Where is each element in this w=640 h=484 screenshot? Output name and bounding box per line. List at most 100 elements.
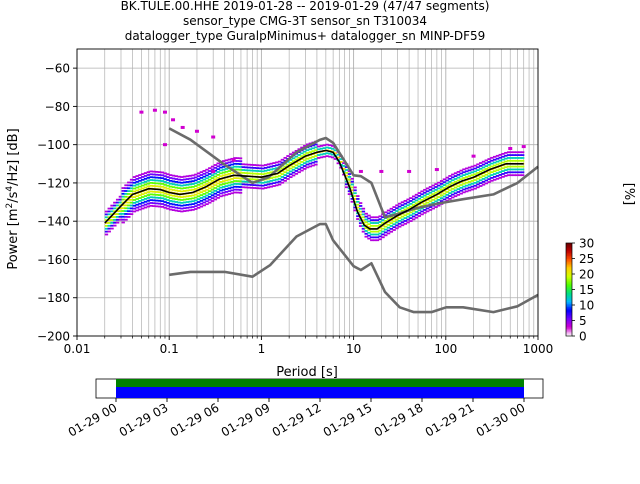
pdf-cell (171, 206, 176, 209)
pdf-cell (249, 163, 254, 166)
pdf-cell (361, 224, 366, 227)
pdf-cell (395, 218, 399, 221)
pdf-cell (487, 161, 491, 163)
pdf-cell (191, 174, 195, 177)
pdf-cell (118, 201, 123, 204)
pdf-cell (311, 164, 315, 167)
pdf-cell (305, 157, 310, 160)
pdf-cell (386, 226, 391, 229)
pdf-cell (121, 198, 125, 201)
pdf-cell (146, 194, 151, 196)
pdf-cell (395, 224, 399, 227)
pdf-cell (143, 195, 148, 197)
pdf-cell (227, 187, 232, 190)
pdf-cell (132, 196, 137, 199)
pdf-cell (227, 170, 232, 172)
pdf-cell (367, 229, 371, 231)
colorbar-segment (566, 264, 572, 267)
pdf-cell (314, 146, 318, 149)
pdf-cell (110, 207, 114, 210)
pdf-cell (213, 172, 218, 175)
pdf-cell (431, 190, 435, 193)
pdf-cell (199, 182, 204, 185)
pdf-cell (205, 180, 209, 183)
pdf-cell (222, 188, 226, 191)
x-axis-label: Period [s] (276, 365, 338, 380)
pdf-cell (141, 176, 145, 178)
pdf-cell (155, 196, 159, 199)
pdf-cell (224, 190, 229, 193)
pdf-cell (166, 184, 170, 187)
pdf-cell (121, 190, 125, 192)
pdf-cell (196, 195, 201, 198)
pdf-cell (509, 159, 514, 162)
pdf-cell (291, 165, 296, 168)
pdf-cell (403, 208, 408, 211)
pdf-cell (141, 198, 145, 201)
pdf-cell (236, 185, 240, 188)
pdf-cell (208, 178, 212, 181)
pdf-cell (249, 184, 254, 186)
pdf-cell (238, 180, 243, 183)
pdf-cell (386, 212, 391, 215)
pdf-cell (188, 209, 192, 212)
pdf-cell (420, 190, 424, 193)
pdf-cell (182, 184, 187, 187)
pdf-cell (138, 185, 142, 188)
pdf-cell (124, 204, 128, 207)
pdf-cell (277, 180, 282, 183)
pdf-cell (308, 151, 313, 153)
pdf-cell (520, 165, 525, 168)
pdf-cell (185, 209, 190, 212)
pdf-cell (263, 184, 268, 186)
pdf-cell (453, 178, 458, 180)
colorbar-segment (566, 314, 572, 317)
pdf-cell (157, 174, 162, 176)
pdf-cell (202, 192, 206, 195)
pdf-cell (398, 222, 402, 225)
pdf-cell (364, 215, 368, 218)
colorbar-segment (566, 326, 572, 329)
pdf-cell (370, 230, 374, 233)
pdf-cell (520, 154, 525, 156)
pdf-cell (155, 193, 159, 196)
pdf-cell (370, 222, 374, 224)
pdf-cell (356, 195, 360, 197)
pdf-cell (361, 230, 366, 233)
pdf-cell (342, 162, 346, 164)
pdf-cell (484, 168, 489, 170)
pdf-cell (124, 198, 128, 201)
pdf-cell (155, 191, 159, 193)
pdf-cell (367, 237, 371, 240)
pdf-cell (238, 188, 243, 191)
pdf-cell (456, 188, 461, 191)
pdf-cell (174, 195, 178, 198)
pdf-cell (121, 192, 125, 195)
pdf-cell (135, 206, 139, 209)
pdf-cell (314, 143, 318, 146)
pdf-cell (104, 224, 109, 227)
pdf-cell (182, 201, 187, 204)
pdf-cell (149, 190, 153, 193)
pdf-cell (152, 205, 156, 207)
pdf-cell (244, 163, 248, 166)
pdf-cell (127, 184, 131, 187)
pdf-cell (501, 167, 505, 170)
colorbar-segment (566, 277, 572, 280)
pdf-cell (132, 201, 137, 204)
pdf-cell (182, 175, 187, 178)
pdf-cell (275, 167, 279, 170)
pdf-cell (152, 179, 156, 182)
pdf-cell (294, 172, 299, 175)
pdf-cell (191, 208, 195, 211)
pdf-cell (160, 194, 165, 197)
pdf-cell (241, 183, 246, 186)
pdf-cell (157, 191, 162, 194)
pdf-cell (249, 166, 254, 169)
pdf-cell (247, 183, 251, 186)
pdf-cell (124, 192, 128, 195)
pdf-cell (512, 168, 516, 171)
pdf-cell (227, 158, 232, 161)
